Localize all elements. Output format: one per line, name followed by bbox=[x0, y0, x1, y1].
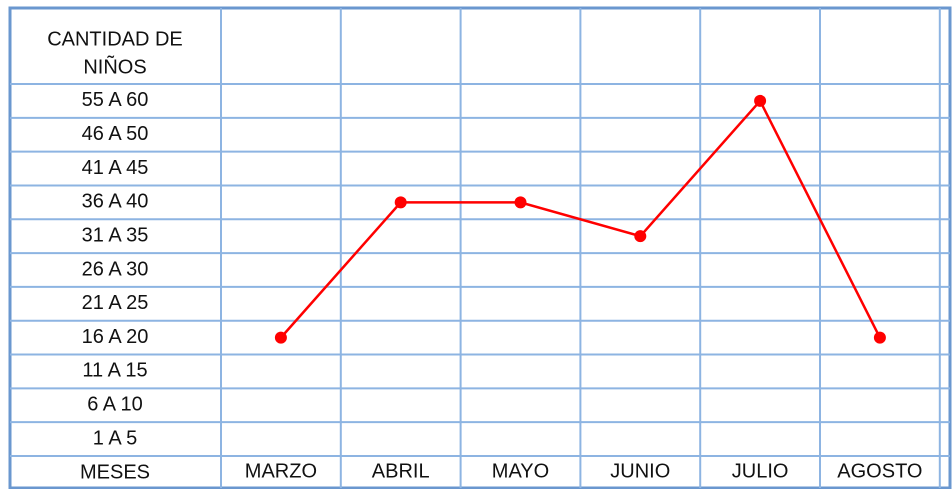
y-tick-label: 41 A 45 bbox=[82, 157, 149, 179]
y-label: CANTIDAD DE bbox=[47, 28, 183, 50]
y-tick-label: 21 A 25 bbox=[82, 292, 149, 314]
x-tick-label: AGOSTO bbox=[837, 460, 922, 482]
point bbox=[514, 196, 527, 209]
y-tick-label: 46 A 50 bbox=[82, 123, 149, 145]
point bbox=[873, 331, 886, 344]
point bbox=[634, 230, 647, 243]
x-tick-label: MARZO bbox=[245, 460, 317, 482]
y-tick-label: 36 A 40 bbox=[82, 191, 149, 213]
line bbox=[279, 98, 882, 339]
y-tick-label: 6 A 10 bbox=[87, 394, 143, 416]
x-tick-label: JULIO bbox=[732, 460, 789, 482]
y-tick-label: 55 A 60 bbox=[82, 89, 149, 111]
x-tick-label: JUNIO bbox=[610, 460, 670, 482]
x-tick-label: MAYO bbox=[492, 460, 549, 482]
point bbox=[394, 196, 407, 209]
x-label: MESES bbox=[80, 461, 150, 483]
point bbox=[274, 331, 287, 344]
y-tick-label: 16 A 20 bbox=[82, 326, 149, 348]
y-tick-label: 1 A 5 bbox=[93, 427, 138, 449]
x-tick-label: ABRIL bbox=[372, 460, 430, 482]
point bbox=[754, 94, 767, 107]
y-label: NIÑOS bbox=[83, 54, 146, 78]
table-frame bbox=[8, 6, 952, 489]
y-tick-label: 11 A 15 bbox=[82, 360, 147, 382]
y-tick-label: 26 A 30 bbox=[82, 258, 149, 280]
y-tick-label: 31 A 35 bbox=[82, 224, 149, 246]
